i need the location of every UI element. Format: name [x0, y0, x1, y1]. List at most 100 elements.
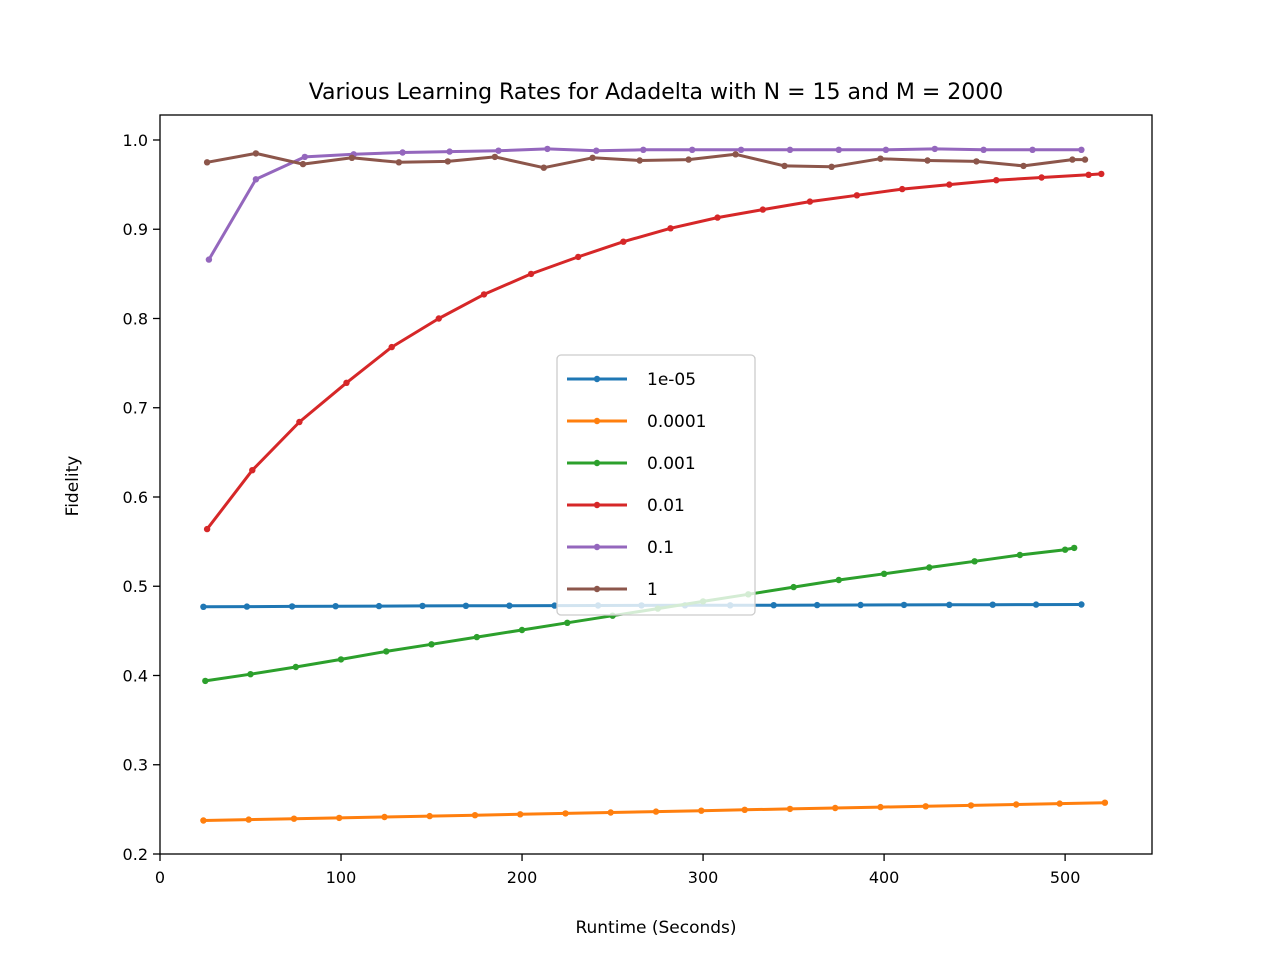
data-point-0-01 — [714, 214, 721, 221]
data-point-0-01 — [899, 185, 906, 193]
y-tick-label: 0.9 — [123, 220, 148, 239]
data-point-1 — [685, 156, 692, 163]
data-point-0-0001 — [336, 814, 343, 822]
data-point-0-001 — [790, 583, 797, 591]
x-tick-label: 500 — [1050, 868, 1081, 887]
plot-frame — [159, 114, 1153, 855]
data-point-0-0001 — [1056, 800, 1063, 807]
legend-label-0-001: 0.001 — [647, 454, 696, 474]
legend-label-1: 1 — [647, 580, 658, 600]
data-point-1e-05 — [375, 602, 383, 610]
data-point-1e-05 — [419, 602, 426, 610]
data-point-0-1 — [301, 153, 308, 161]
data-point-0-0001 — [471, 812, 479, 819]
data-point-0-01 — [527, 270, 535, 278]
data-point-1e-05 — [288, 603, 296, 610]
data-point-1e-05 — [506, 602, 513, 609]
data-point-0-001 — [835, 576, 842, 584]
x-tick-label: 300 — [688, 868, 719, 887]
data-point-1e-05 — [332, 603, 339, 610]
data-point-0-0001 — [200, 817, 207, 824]
data-point-0-0001 — [741, 806, 748, 813]
data-point-0-0001 — [1013, 801, 1020, 808]
data-point-0-001 — [1016, 551, 1024, 559]
x-tick-label: 100 — [326, 868, 357, 887]
y-axis-label: Fidelity — [63, 456, 83, 517]
legend-marker-0-001 — [593, 459, 601, 467]
data-point-1 — [1069, 156, 1076, 163]
data-point-0-1 — [980, 146, 987, 153]
data-point-0-0001 — [607, 809, 614, 816]
data-point-0-01 — [946, 181, 953, 188]
y-tick-label: 1.0 — [123, 131, 148, 150]
data-point-0-1 — [252, 176, 260, 183]
data-point-0-1 — [640, 146, 647, 153]
data-point-1e-05 — [1078, 601, 1085, 608]
legend-box — [556, 354, 756, 616]
y-tick-label: 0.6 — [123, 488, 148, 507]
data-point-0-0001 — [245, 816, 252, 823]
data-point-0-1 — [931, 145, 938, 153]
data-point-0-1 — [737, 146, 745, 153]
data-point-0-001 — [971, 558, 978, 565]
data-point-1e-05 — [243, 603, 251, 610]
data-point-0-01 — [435, 315, 442, 322]
data-point-0-1 — [593, 147, 600, 154]
data-point-0-01 — [575, 253, 582, 261]
data-point-1 — [973, 158, 980, 165]
data-point-0-0001 — [698, 807, 705, 814]
data-point-1e-05 — [857, 601, 864, 609]
data-point-0-0001 — [922, 803, 929, 810]
data-point-0-01 — [1038, 174, 1045, 181]
data-point-1e-05 — [900, 601, 908, 609]
data-point-1 — [299, 160, 307, 168]
data-point-1e-05 — [1032, 601, 1040, 608]
data-point-0-0001 — [517, 811, 524, 818]
data-point-1 — [781, 162, 788, 170]
data-point-0-1 — [835, 146, 842, 153]
data-point-0-1 — [689, 146, 696, 153]
data-point-1 — [252, 150, 260, 157]
data-point-0-1 — [446, 148, 453, 155]
data-point-0-01 — [759, 206, 766, 213]
legend-label-0-01: 0.01 — [647, 496, 685, 516]
data-point-1e-05 — [200, 603, 207, 610]
data-point-1 — [877, 155, 884, 162]
data-point-1 — [395, 159, 403, 166]
legend-marker-0-0001 — [593, 417, 601, 425]
data-point-0-0001 — [562, 810, 569, 817]
data-point-0-001 — [202, 677, 209, 685]
data-point-0-1 — [205, 256, 213, 263]
data-point-0-0001 — [426, 812, 433, 820]
data-point-1e-05 — [462, 602, 470, 609]
data-point-0-01 — [480, 291, 488, 298]
y-tick-label: 0.5 — [123, 577, 148, 596]
data-point-0-01 — [667, 225, 674, 232]
series-line-1 — [205, 151, 1087, 170]
data-point-1 — [1081, 156, 1089, 163]
data-point-0-0001 — [967, 802, 975, 809]
data-point-1e-05 — [770, 602, 777, 609]
data-point-1 — [203, 159, 211, 166]
y-tick-label: 0.7 — [123, 399, 148, 418]
legend-marker-0-01 — [593, 501, 601, 509]
data-point-0-001 — [337, 656, 345, 663]
data-point-0-01 — [620, 238, 627, 245]
chart-title: Various Learning Rates for Adadelta with… — [309, 80, 1004, 105]
data-point-0-01 — [343, 379, 350, 386]
data-point-0-001 — [518, 626, 526, 634]
data-point-0-0001 — [1101, 799, 1109, 806]
data-point-0-01 — [1098, 170, 1105, 178]
legend-label-1e-05: 1e-05 — [647, 370, 696, 390]
data-point-1 — [732, 151, 739, 158]
data-point-0-1 — [882, 146, 890, 153]
data-point-1 — [828, 163, 835, 170]
x-tick-label: 200 — [507, 868, 538, 887]
data-point-1 — [589, 154, 596, 161]
legend-marker-1e-05 — [593, 375, 601, 383]
data-point-1e-05 — [551, 602, 558, 609]
data-point-0-1 — [399, 149, 406, 156]
legend-marker-1 — [593, 585, 601, 593]
data-point-0-01 — [1085, 171, 1092, 178]
